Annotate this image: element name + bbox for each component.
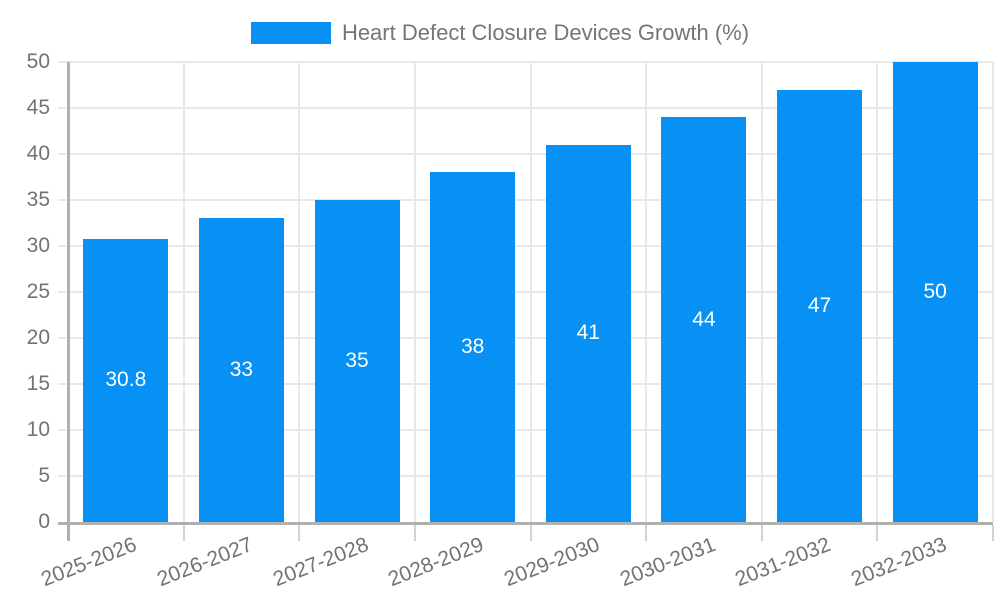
x-axis-tick-label: 2030-2031 [616, 533, 719, 592]
y-axis-tick-label: 10 [26, 418, 50, 441]
x-gridline [182, 62, 185, 522]
bar[interactable]: 30.8 [83, 238, 169, 522]
bar[interactable]: 35 [314, 200, 400, 522]
bar-value-label: 30.8 [105, 368, 147, 392]
y-axis-tick-label: 15 [26, 372, 50, 395]
x-axis-tick-label: 2032-2033 [847, 533, 950, 592]
y-gridline [58, 383, 993, 385]
x-axis-tick [298, 525, 301, 541]
bar-value-label: 50 [923, 280, 947, 303]
x-axis-tick [992, 525, 994, 541]
y-axis-tick-label: 50 [26, 50, 50, 73]
bar[interactable]: 41 [545, 144, 631, 522]
x-axis-tick-label: 2025-2026 [38, 533, 141, 592]
y-gridline [58, 61, 993, 63]
y-axis-line [67, 62, 70, 541]
y-gridline [58, 475, 993, 477]
y-axis-tick-label: 35 [26, 188, 50, 211]
y-gridline [58, 199, 993, 201]
legend-swatch-icon [250, 22, 331, 44]
bar[interactable]: 50 [892, 62, 978, 522]
bar[interactable]: 33 [198, 218, 284, 522]
x-gridline [876, 62, 879, 522]
x-gridline [298, 62, 301, 522]
x-axis-tick-label: 2026-2027 [153, 533, 256, 592]
x-gridline [760, 62, 763, 522]
y-axis-tick-label: 5 [38, 464, 50, 487]
y-gridline [58, 429, 993, 431]
y-axis-tick-label: 0 [38, 510, 50, 533]
x-axis-tick-label: 2027-2028 [269, 533, 372, 592]
x-axis-tick [876, 525, 879, 541]
x-gridline [413, 62, 416, 522]
y-axis-tick-label: 20 [26, 326, 50, 349]
x-axis-tick-label: 2029-2030 [500, 533, 603, 592]
bar[interactable]: 38 [430, 172, 516, 522]
y-axis-tick-label: 40 [26, 142, 50, 165]
bar-value-label: 41 [576, 321, 600, 345]
bar-value-label: 44 [692, 307, 716, 331]
y-gridline [58, 245, 993, 247]
x-axis-tick [529, 525, 532, 541]
x-axis-tick [413, 525, 416, 541]
y-gridline [58, 337, 993, 339]
bar-value-label: 35 [345, 349, 369, 372]
y-gridline [58, 291, 993, 293]
bar[interactable]: 47 [777, 89, 863, 522]
y-gridline [58, 153, 993, 155]
y-axis-tick-label: 45 [26, 96, 50, 119]
bar-value-label: 33 [229, 358, 254, 382]
legend-label: Heart Defect Closure Devices Growth (%) [341, 20, 750, 45]
bar-value-label: 38 [461, 335, 485, 359]
chart-legend[interactable]: Heart Defect Closure Devices Growth (%) [0, 20, 1000, 45]
x-gridline [529, 62, 532, 522]
x-axis-tick-label: 2028-2029 [385, 533, 488, 592]
x-axis-tick [182, 525, 185, 541]
x-axis-tick [760, 525, 763, 541]
y-axis-tick-label: 25 [26, 280, 50, 303]
y-axis-tick-label: 30 [26, 234, 50, 257]
x-gridline [645, 62, 648, 522]
x-axis-tick-label: 2031-2032 [732, 533, 834, 592]
bar[interactable]: 44 [661, 117, 747, 522]
bar-value-label: 47 [807, 293, 832, 317]
x-gridline [992, 62, 994, 522]
x-axis-line [58, 522, 993, 525]
y-gridline [58, 107, 993, 109]
x-axis-tick [645, 525, 648, 541]
